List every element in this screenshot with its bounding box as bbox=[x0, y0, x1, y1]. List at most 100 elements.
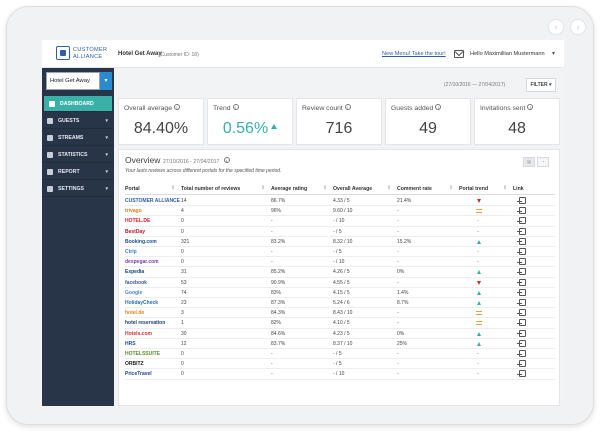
sidebar-item-statistics[interactable]: STATISTICS ▾ bbox=[42, 147, 114, 163]
column-header[interactable]: Average rating bbox=[271, 186, 308, 192]
sort-icon[interactable]: ⇕ bbox=[387, 185, 392, 191]
table-row: HOTELSSUITE 0 - - / 5 - - bbox=[125, 349, 555, 360]
info-icon[interactable]: i bbox=[344, 104, 351, 110]
external-link-icon[interactable] bbox=[517, 299, 526, 306]
chart-view-button[interactable]: ◔ bbox=[537, 157, 549, 167]
external-link-icon[interactable] bbox=[517, 319, 526, 327]
sort-icon[interactable]: ⇕ bbox=[449, 185, 454, 191]
back-nav-icon[interactable]: ‹ bbox=[548, 19, 564, 35]
table-row: trivago 4 96% 9.60 / 10 - bbox=[125, 206, 555, 217]
kpi-card: Overall average i 84.40% bbox=[118, 98, 204, 145]
cell-rating: 87.3% bbox=[271, 300, 286, 306]
customer-alliance-logo[interactable]: CUSTOMER ALLIANCE bbox=[56, 44, 114, 64]
chevron-down-icon: ▾ bbox=[105, 186, 108, 192]
sidebar-item-label: SETTINGS bbox=[58, 186, 84, 192]
sort-icon[interactable]: ⇕ bbox=[503, 185, 508, 191]
overview-title: Overview 27/10/2016 - 27/04/2017 i bbox=[125, 155, 230, 165]
info-icon[interactable]: i bbox=[223, 157, 230, 163]
cell-overall: 8.43 / 10 bbox=[333, 310, 353, 317]
portal-logo: BestDay bbox=[125, 228, 146, 235]
external-link-icon[interactable] bbox=[517, 258, 526, 266]
external-link-icon[interactable] bbox=[517, 227, 526, 235]
table-row: Expedia 31 85.2% 4.26 / 5 0% bbox=[125, 267, 555, 278]
cell-overall: - / 10 bbox=[333, 218, 345, 225]
portal-logo: HOTELSSUITE bbox=[125, 351, 161, 357]
tour-link[interactable]: New Menu! Take the tour! bbox=[382, 51, 446, 57]
kpi-label-text: Review count bbox=[302, 105, 343, 112]
cell-rating: 83.2% bbox=[271, 238, 286, 245]
cell-comment: 8.7% bbox=[397, 300, 409, 306]
sidebar-item-streams[interactable]: STREAMS ▾ bbox=[42, 130, 114, 146]
external-link-icon[interactable] bbox=[517, 360, 526, 368]
trend-neutral-icon bbox=[476, 209, 482, 214]
table-row: Hotels.com 30 84.6% 4.23 / 5 0% bbox=[125, 329, 555, 339]
column-header[interactable]: Portal trend bbox=[459, 186, 489, 192]
external-link-icon[interactable] bbox=[517, 237, 526, 245]
trend-up-icon bbox=[477, 341, 481, 346]
kpi-label: Review count i bbox=[302, 104, 351, 112]
table-row: Google 74 83% 4.15 / 5 1.4% bbox=[125, 288, 555, 298]
overview-panel: Overview 27/10/2016 - 27/04/2017 i Your … bbox=[118, 149, 560, 406]
sort-icon[interactable]: ⇕ bbox=[323, 185, 328, 191]
cell-rating: 85.2% bbox=[271, 269, 286, 276]
overview-subtitle: Your lasts reviews across different port… bbox=[125, 168, 282, 174]
info-icon[interactable]: i bbox=[232, 104, 239, 110]
hotel-name: Hotel Get Away bbox=[118, 51, 162, 57]
trend-up-icon bbox=[477, 270, 481, 275]
column-header[interactable]: Overall Average bbox=[333, 186, 373, 192]
column-header[interactable]: Comment rate bbox=[397, 186, 432, 192]
cell-comment: - bbox=[397, 310, 399, 317]
logo-mark-icon bbox=[56, 46, 70, 60]
sidebar-item-dashboard[interactable]: DASHBOARD bbox=[44, 96, 112, 112]
cell-comment: - bbox=[397, 320, 399, 327]
overview-range: 27/10/2016 - 27/04/2017 bbox=[162, 159, 220, 165]
column-header[interactable]: Link bbox=[513, 186, 524, 192]
cell-overall: - / 5 bbox=[333, 249, 342, 255]
mail-icon[interactable] bbox=[454, 50, 464, 58]
external-link-icon[interactable] bbox=[517, 248, 526, 255]
cell-comment: 25% bbox=[397, 340, 408, 347]
external-link-icon[interactable] bbox=[517, 197, 526, 204]
external-link-icon[interactable] bbox=[517, 278, 526, 286]
external-link-icon[interactable] bbox=[517, 329, 526, 337]
external-link-icon[interactable] bbox=[517, 350, 526, 357]
chevron-down-icon: ▾ bbox=[105, 152, 108, 158]
cell-rating: 83.7% bbox=[271, 340, 286, 347]
forward-nav-icon[interactable]: › bbox=[570, 19, 586, 35]
external-link-icon[interactable] bbox=[517, 268, 526, 276]
trend-up-icon bbox=[477, 239, 481, 244]
portal-logo: hotel.de bbox=[125, 310, 145, 317]
external-link-icon[interactable] bbox=[517, 207, 526, 215]
cell-comment: 1.4% bbox=[397, 289, 409, 296]
sidebar-item-settings[interactable]: SETTINGS ▾ bbox=[42, 181, 114, 197]
external-link-icon[interactable] bbox=[517, 217, 526, 225]
table-view-button[interactable]: ▤ bbox=[523, 157, 535, 167]
column-header[interactable]: Total number of reviews bbox=[181, 186, 241, 192]
info-icon[interactable]: i bbox=[435, 104, 442, 110]
trend-empty: - bbox=[477, 259, 479, 266]
sort-icon[interactable]: ⇕ bbox=[261, 185, 266, 191]
external-link-icon[interactable] bbox=[517, 370, 526, 378]
sort-icon[interactable]: ⇕ bbox=[171, 185, 176, 191]
sidebar-item-guests[interactable]: GUESTS ▾ bbox=[42, 113, 114, 129]
external-link-icon[interactable] bbox=[517, 309, 526, 317]
kpi-label-text: Guests added bbox=[391, 105, 434, 112]
external-link-icon[interactable] bbox=[517, 288, 526, 296]
sidebar: Hotel Get Away ▾ DASHBOARD GUESTS ▾ STREAMS… bbox=[42, 68, 114, 406]
column-header[interactable]: Portal bbox=[125, 186, 140, 192]
external-link-icon[interactable] bbox=[517, 339, 526, 347]
chevron-down-icon[interactable]: ▾ bbox=[552, 51, 556, 57]
cell-comment: - bbox=[397, 279, 399, 286]
hotel-select[interactable]: Hotel Get Away bbox=[46, 72, 100, 90]
info-icon[interactable]: i bbox=[527, 104, 534, 110]
filter-button[interactable]: FILTER ▾ bbox=[526, 78, 556, 92]
cell-comment: - bbox=[397, 218, 399, 225]
sidebar-item-report[interactable]: REPORT ▾ bbox=[42, 164, 114, 180]
info-icon[interactable]: i bbox=[173, 104, 180, 110]
hotel-select-dropdown-button[interactable]: ▾ bbox=[100, 72, 112, 90]
table-row: facebook 53 90.9% 4.55 / 5 - bbox=[125, 278, 555, 288]
report-icon bbox=[47, 169, 53, 175]
user-menu[interactable]: Hello Maximillian Mustermann bbox=[470, 51, 545, 57]
portal-logo: CUSTOMER ALLIANCE bbox=[125, 198, 180, 204]
kpi-value: 84.40% bbox=[119, 120, 203, 138]
